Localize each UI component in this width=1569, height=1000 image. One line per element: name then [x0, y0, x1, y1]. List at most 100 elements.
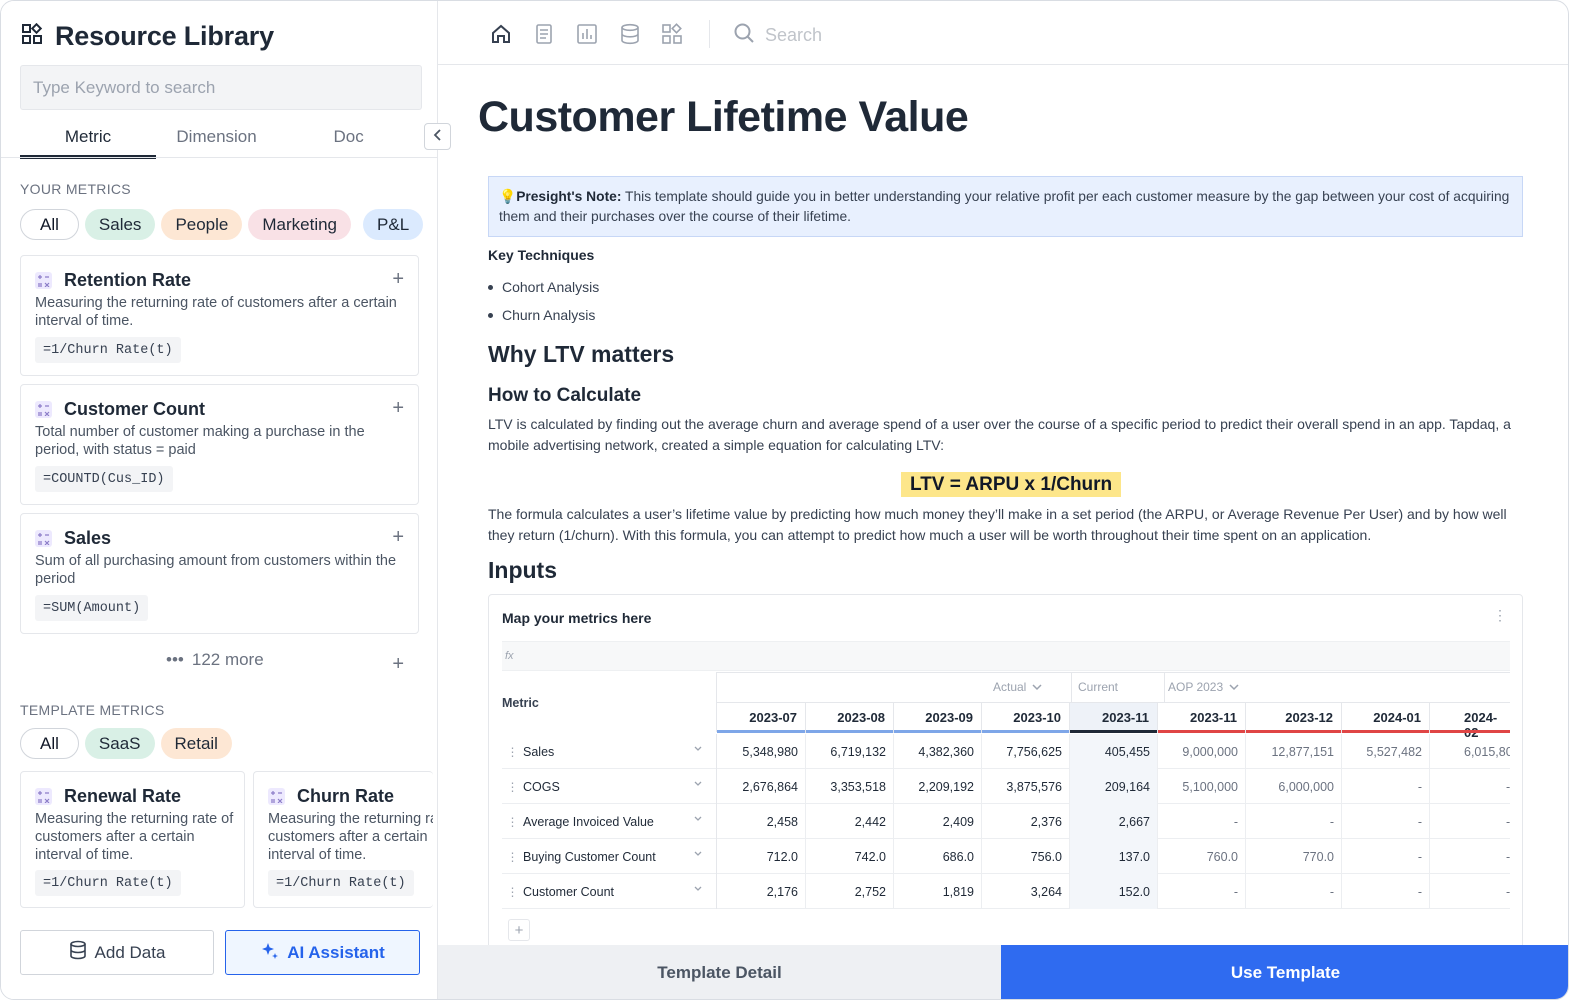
chevron-down-icon[interactable]	[694, 816, 702, 822]
chevron-down-icon[interactable]	[694, 746, 702, 752]
row-metric-name[interactable]: ⋮ Sales	[502, 734, 717, 769]
table-cell[interactable]: 2,676,864	[717, 769, 806, 804]
chip-marketing[interactable]: Marketing	[248, 209, 352, 240]
keyword-search-input[interactable]	[20, 65, 422, 110]
table-row[interactable]: ⋮ Sales 5,348,980 6,719,132 4,382,360 7,7…	[502, 734, 1510, 769]
table-cell[interactable]: 2,176	[717, 874, 806, 909]
table-cell[interactable]: 3,264	[982, 874, 1070, 909]
formula-bar[interactable]: fx	[502, 641, 1510, 671]
table-cell[interactable]: 12,877,151	[1246, 734, 1342, 769]
show-more-button[interactable]: ••• 122 more	[166, 650, 264, 670]
table-cell[interactable]: 405,455	[1070, 734, 1158, 769]
table-cell[interactable]: -	[1342, 839, 1430, 874]
table-cell[interactable]: -	[1158, 874, 1246, 909]
row-metric-name[interactable]: ⋮ COGS	[502, 769, 717, 804]
add-metric-icon[interactable]: +	[392, 653, 404, 675]
table-row[interactable]: ⋮ COGS 2,676,864 3,353,518 2,209,192 3,87…	[502, 769, 1510, 804]
table-cell[interactable]: 9,000,000	[1158, 734, 1246, 769]
chevron-down-icon[interactable]	[694, 781, 702, 787]
collapse-sidebar-button[interactable]	[424, 123, 451, 150]
row-metric-name[interactable]: ⋮ Buying Customer Count	[502, 839, 717, 874]
table-cell[interactable]: 2,752	[806, 874, 894, 909]
table-cell[interactable]: 742.0	[806, 839, 894, 874]
table-cell[interactable]: -	[1246, 874, 1342, 909]
tab-doc[interactable]: Doc	[333, 127, 364, 146]
document-icon[interactable]	[532, 22, 556, 46]
database-icon[interactable]	[618, 22, 642, 46]
home-icon[interactable]	[489, 22, 513, 46]
table-cell[interactable]: -	[1342, 804, 1430, 839]
drag-handle-icon[interactable]: ⋮	[506, 779, 519, 794]
table-cell[interactable]: -	[1342, 874, 1430, 909]
row-metric-name[interactable]: ⋮ Average Invoiced Value	[502, 804, 717, 839]
add-data-button[interactable]: Add Data	[20, 930, 214, 975]
table-cell[interactable]: 3,353,518	[806, 769, 894, 804]
table-cell[interactable]: -	[1158, 804, 1246, 839]
chevron-down-icon[interactable]	[694, 851, 702, 857]
chip-saas[interactable]: SaaS	[84, 728, 155, 759]
template-card-renewal-rate[interactable]: Renewal Rate Measuring the returning rat…	[20, 771, 245, 908]
table-cell[interactable]: 6,000,000	[1246, 769, 1342, 804]
table-cell[interactable]: 686.0	[894, 839, 982, 874]
drag-handle-icon[interactable]: ⋮	[506, 814, 519, 829]
table-cell[interactable]: 2,458	[717, 804, 806, 839]
ai-assistant-button[interactable]: AI Assistant	[225, 930, 420, 975]
table-cell[interactable]: 2,376	[982, 804, 1070, 839]
chip-retail[interactable]: Retail	[160, 728, 232, 759]
table-cell[interactable]: -	[1430, 839, 1510, 874]
table-cell[interactable]: 2,442	[806, 804, 894, 839]
table-cell[interactable]: 2,209,192	[894, 769, 982, 804]
table-cell[interactable]: -	[1246, 804, 1342, 839]
table-cell[interactable]: 152.0	[1070, 874, 1158, 909]
table-cell[interactable]: 3,875,576	[982, 769, 1070, 804]
table-cell[interactable]: -	[1430, 769, 1510, 804]
metric-card-sales[interactable]: Sales + Sum of all purchasing amount fro…	[20, 513, 419, 634]
chevron-down-icon[interactable]	[694, 886, 702, 892]
template-card-churn-rate[interactable]: Churn Rate Measuring the returning rate …	[253, 771, 433, 908]
drag-handle-icon[interactable]: ⋮	[506, 744, 519, 759]
table-cell[interactable]: 756.0	[982, 839, 1070, 874]
table-row[interactable]: ⋮ Buying Customer Count 712.0 742.0 686.0…	[502, 839, 1510, 874]
chip-pl[interactable]: P&L	[363, 209, 424, 240]
table-cell[interactable]: 1,819	[894, 874, 982, 909]
group-aop-2023[interactable]: AOP 2023	[1168, 672, 1510, 702]
chart-icon[interactable]	[575, 22, 599, 46]
chip-all[interactable]: All	[20, 728, 79, 759]
add-metric-icon[interactable]: +	[392, 526, 404, 548]
table-cell[interactable]: 5,348,980	[717, 734, 806, 769]
table-cell[interactable]: 5,100,000	[1158, 769, 1246, 804]
chip-all[interactable]: All	[20, 209, 79, 240]
table-cell[interactable]: 770.0	[1246, 839, 1342, 874]
table-cell[interactable]: -	[1342, 769, 1430, 804]
search-input[interactable]	[765, 25, 965, 46]
table-cell[interactable]: -	[1430, 804, 1510, 839]
table-cell[interactable]: 5,527,482	[1342, 734, 1430, 769]
group-actual[interactable]: Actual	[993, 672, 1072, 702]
table-cell[interactable]: 712.0	[717, 839, 806, 874]
more-options-icon[interactable]: ⋮	[1493, 607, 1507, 623]
table-cell[interactable]: 7,756,625	[982, 734, 1070, 769]
table-cell[interactable]: 2,409	[894, 804, 982, 839]
row-metric-name[interactable]: ⋮ Customer Count	[502, 874, 717, 909]
grid-icon[interactable]	[660, 22, 684, 46]
table-cell[interactable]: 6,719,132	[806, 734, 894, 769]
drag-handle-icon[interactable]: ⋮	[506, 884, 519, 899]
table-cell[interactable]: -	[1430, 874, 1510, 909]
drag-handle-icon[interactable]: ⋮	[506, 849, 519, 864]
use-template-button[interactable]: Use Template	[1001, 945, 1568, 999]
tab-dimension[interactable]: Dimension	[176, 127, 257, 146]
table-row[interactable]: ⋮ Customer Count 2,176 2,752 1,819 3,264 …	[502, 874, 1510, 909]
table-row[interactable]: ⋮ Average Invoiced Value 2,458 2,442 2,40…	[502, 804, 1510, 839]
table-cell[interactable]: 760.0	[1158, 839, 1246, 874]
add-metric-icon[interactable]: +	[392, 268, 404, 290]
add-metric-icon[interactable]: +	[392, 397, 404, 419]
table-cell[interactable]: 209,164	[1070, 769, 1158, 804]
template-detail-button[interactable]: Template Detail	[438, 945, 1001, 999]
chip-sales[interactable]: Sales	[84, 209, 156, 240]
table-cell[interactable]: 6,015,802	[1430, 734, 1510, 769]
tab-metric[interactable]: Metric	[20, 119, 156, 159]
add-row-button[interactable]: +	[508, 919, 530, 941]
table-cell[interactable]: 2,667	[1070, 804, 1158, 839]
metric-card-retention-rate[interactable]: Retention Rate + Measuring the returning…	[20, 255, 419, 376]
metric-card-customer-count[interactable]: Customer Count + Total number of custome…	[20, 384, 419, 505]
